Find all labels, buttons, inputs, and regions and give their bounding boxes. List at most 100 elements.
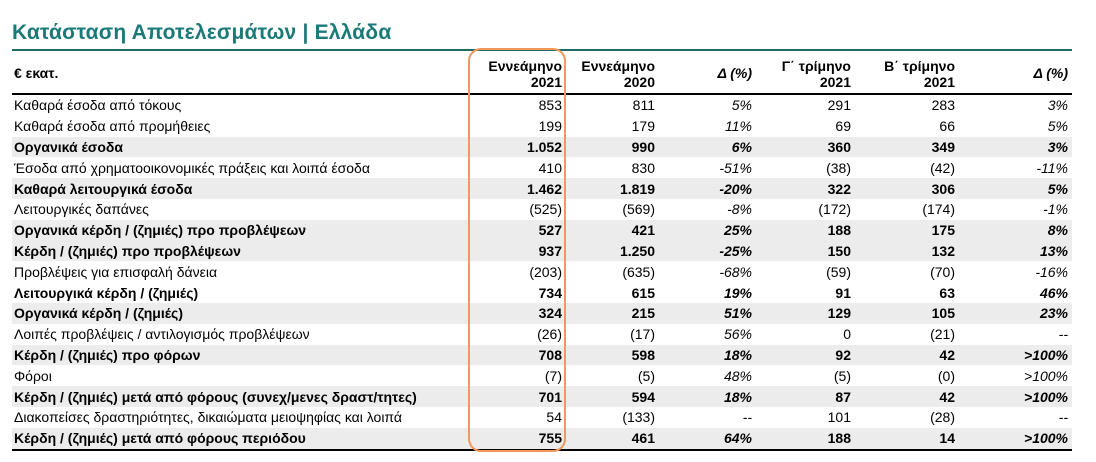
table-header-row: € εκατ. Εννεάμηνο 2021 Εννεάμηνο 2020 Δ …: [12, 53, 1072, 95]
cell-delta-9m: 18%: [659, 386, 756, 407]
cell-delta-quarter: 5%: [959, 178, 1072, 199]
cell-q3-2021: 91: [835, 284, 851, 301]
cell-9m-2021: 734: [538, 284, 562, 301]
row-label: Κέρδη / (ζημιές) μετά από φόρους περιόδο…: [12, 427, 464, 451]
column-header-9m-2021-line1: Εννεάμηνο: [488, 58, 562, 74]
cell-9m-2020: 1.819: [566, 178, 659, 199]
cell-q3-2021: 322: [756, 178, 855, 199]
cell-delta-quarter: >100%: [959, 344, 1072, 366]
cell-delta-quarter: -11%: [1036, 159, 1068, 176]
cell-9m-2020: 179: [631, 118, 655, 135]
cell-9m-2020: (5): [637, 367, 655, 384]
table-row: Λοιπές προβλέψεις / αντιλογισμός προβλέψ…: [12, 324, 1072, 345]
cell-9m-2020: 215: [566, 302, 659, 324]
cell-q3-2021: 150: [756, 240, 855, 262]
cell-delta-quarter: 46%: [1039, 284, 1068, 301]
column-header-9m-2021: Εννεάμηνο 2021: [464, 53, 566, 95]
cell-delta-quarter: --: [1058, 409, 1068, 426]
table-row: Προβλέψεις για επισφαλή δάνεια (203) (635)…: [12, 261, 1072, 282]
title-divider: [12, 49, 1072, 51]
cell-q2-2021: 349: [855, 136, 959, 158]
cell-delta-quarter: 13%: [959, 240, 1072, 262]
column-header-units: € εκατ.: [12, 53, 464, 95]
cell-q2-2021: (0): [937, 367, 955, 384]
cell-q2-2021: 66: [939, 118, 955, 135]
cell-q3-2021: 129: [756, 302, 855, 324]
row-label: Διακοπείσες δραστηριότητες, δικαιώματα μ…: [14, 409, 402, 426]
cell-q3-2021: 188: [756, 427, 855, 451]
cell-delta-quarter: 8%: [959, 219, 1072, 241]
cell-delta-9m: 48%: [723, 367, 752, 384]
cell-delta-quarter: >100%: [1024, 367, 1068, 384]
cell-9m-2021: 937: [464, 240, 566, 262]
cell-9m-2021: 853: [538, 97, 562, 114]
cell-delta-9m: 51%: [659, 302, 756, 324]
cell-q2-2021: (174): [922, 201, 955, 218]
table-row: Οργανικά κέρδη / (ζημιές) 324 215 51% 129 105…: [12, 302, 1072, 324]
cell-q2-2021: 42: [855, 386, 959, 407]
column-header-9m-2020: Εννεάμηνο 2020: [566, 53, 659, 95]
cell-9m-2021: (7): [544, 367, 562, 384]
cell-delta-9m: -51%: [719, 159, 752, 176]
cell-q3-2021: 69: [835, 118, 851, 135]
row-label: Οργανικά κέρδη / (ζημιές): [12, 302, 464, 324]
table-row: Καθαρά έσοδα από προμήθειες 199 179 11% 69 66…: [12, 116, 1072, 137]
cell-delta-9m: 6%: [659, 136, 756, 158]
column-header-q2-2021-line1: Β΄ τρίμηνο: [884, 58, 955, 74]
cell-delta-9m: --: [742, 409, 752, 426]
cell-9m-2021: 755: [464, 427, 566, 451]
cell-q3-2021: (5): [833, 367, 851, 384]
cell-q3-2021: 188: [756, 219, 855, 241]
cell-9m-2021: 527: [464, 219, 566, 241]
column-header-delta-quarter: Δ (%): [959, 53, 1072, 95]
table-row: Κέρδη / (ζημιές) προ φόρων 708 598 18% 92 42 >…: [12, 344, 1072, 366]
cell-9m-2020: 461: [566, 427, 659, 451]
cell-9m-2021: 54: [546, 409, 562, 426]
cell-9m-2020: 615: [631, 284, 655, 301]
row-label: Κέρδη / (ζημιές) μετά από φόρους (συνεχ/…: [12, 386, 464, 407]
income-statement-table: € εκατ. Εννεάμηνο 2021 Εννεάμηνο 2020 Δ …: [12, 53, 1072, 451]
row-label: Κέρδη / (ζημιές) προ φόρων: [12, 344, 464, 366]
cell-9m-2021: 708: [464, 344, 566, 366]
cell-q2-2021: 306: [855, 178, 959, 199]
cell-q2-2021: 105: [855, 302, 959, 324]
cell-q3-2021: 291: [827, 97, 851, 114]
cell-delta-9m: 25%: [659, 219, 756, 241]
table-row: Κέρδη / (ζημιές) μετά από φόρους (συνεχ/…: [12, 386, 1072, 407]
cell-9m-2020: 990: [566, 136, 659, 158]
cell-q3-2021: (38): [826, 159, 851, 176]
table-row: Οργανικά έσοδα 1.052 990 6% 360 349 3%: [12, 136, 1072, 158]
cell-q3-2021: 360: [756, 136, 855, 158]
cell-delta-quarter: -16%: [1035, 263, 1068, 280]
row-label: Λειτουργικές δαπάνες: [14, 201, 149, 218]
cell-delta-9m: 11%: [725, 118, 752, 135]
cell-q2-2021: 175: [855, 219, 959, 241]
column-header-delta-9m: Δ (%): [659, 53, 756, 95]
cell-q3-2021: 0: [843, 326, 851, 343]
column-header-q3-2021-line2: 2021: [819, 74, 851, 90]
column-header-q2-2021: Β΄ τρίμηνο 2021: [855, 53, 959, 95]
cell-q2-2021: (42): [930, 159, 955, 176]
cell-9m-2021: (203): [529, 263, 562, 280]
row-label: Καθαρά έσοδα από προμήθειες: [14, 118, 211, 135]
table-row: Λειτουργικά κέρδη / (ζημιές) 734 615 19% 91 6…: [12, 282, 1072, 303]
cell-q2-2021: 283: [931, 97, 955, 114]
cell-9m-2021: (525): [529, 201, 562, 218]
cell-delta-quarter: -1%: [1043, 201, 1068, 218]
cell-q2-2021: (21): [930, 326, 955, 343]
table-row: Κέρδη / (ζημιές) μετά από φόρους περιόδο…: [12, 427, 1072, 451]
row-label: Λειτουργικά κέρδη / (ζημιές): [14, 284, 199, 301]
cell-9m-2021: 410: [538, 159, 562, 176]
cell-9m-2020: (569): [622, 201, 655, 218]
cell-q2-2021: 42: [855, 344, 959, 366]
cell-9m-2021: 199: [538, 118, 562, 135]
cell-9m-2020: 421: [566, 219, 659, 241]
cell-delta-quarter: 5%: [1047, 118, 1068, 135]
cell-delta-9m: -20%: [659, 178, 756, 199]
table-row: Καθαρά έσοδα από τόκους 853 811 5% 291 283 3%: [12, 94, 1072, 116]
cell-delta-9m: 56%: [723, 326, 752, 343]
cell-q3-2021: 92: [756, 344, 855, 366]
row-label: Έσοδα από χρηματοοικονομικές πράξεις και…: [14, 159, 370, 176]
cell-q2-2021: (70): [930, 263, 955, 280]
column-header-9m-2021-line2: 2021: [530, 74, 562, 90]
